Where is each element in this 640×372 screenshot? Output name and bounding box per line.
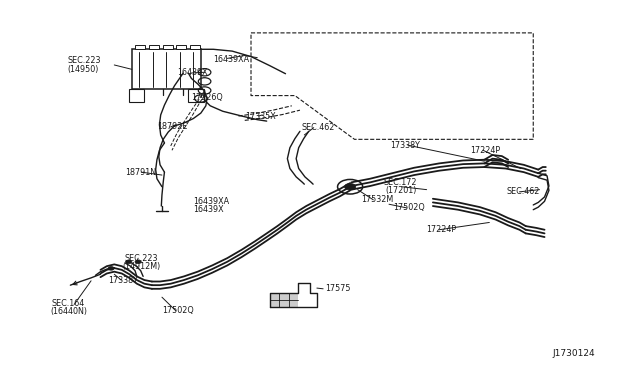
Text: SEC.164: SEC.164 (52, 299, 85, 308)
Bar (190, 45, 200, 49)
Text: SEC.462: SEC.462 (301, 123, 335, 132)
Text: 17575: 17575 (325, 284, 351, 293)
Bar (135, 45, 145, 49)
Text: 17224P: 17224P (470, 146, 500, 155)
Text: SEC.223: SEC.223 (124, 254, 158, 263)
Text: 17224P: 17224P (427, 225, 457, 234)
Circle shape (344, 183, 356, 190)
Text: 16439XA: 16439XA (193, 197, 229, 206)
Bar (129, 89, 145, 102)
Text: 17502Q: 17502Q (393, 203, 424, 212)
Circle shape (135, 260, 141, 264)
Text: 17338Y: 17338Y (109, 276, 138, 285)
Bar (177, 45, 186, 49)
Text: J1730124: J1730124 (552, 349, 595, 358)
Text: 17226Q: 17226Q (191, 93, 223, 102)
Text: SEC.462: SEC.462 (507, 187, 540, 196)
Text: 17532M: 17532M (361, 195, 393, 204)
Text: 18792E: 18792E (157, 122, 188, 131)
Bar (188, 89, 204, 102)
Text: (17201): (17201) (385, 186, 417, 195)
Text: (14950): (14950) (68, 65, 99, 74)
Text: 16439X: 16439X (177, 68, 207, 77)
Circle shape (125, 260, 132, 264)
Text: 17502Q: 17502Q (162, 306, 194, 315)
Text: SEC.223: SEC.223 (68, 56, 101, 65)
Bar (148, 45, 159, 49)
Text: 18791N: 18791N (125, 168, 157, 177)
Bar (163, 45, 173, 49)
Text: SEC.172: SEC.172 (384, 178, 417, 187)
Text: (16440N): (16440N) (51, 307, 87, 316)
Text: (14912M): (14912M) (122, 262, 161, 271)
Bar (132, 49, 201, 89)
Text: 16439X: 16439X (193, 205, 224, 214)
Text: 17338Y: 17338Y (390, 141, 420, 150)
Bar (270, 293, 298, 307)
Text: 17335X: 17335X (244, 112, 275, 121)
Text: 16439XA: 16439XA (213, 55, 250, 64)
Circle shape (108, 267, 115, 270)
